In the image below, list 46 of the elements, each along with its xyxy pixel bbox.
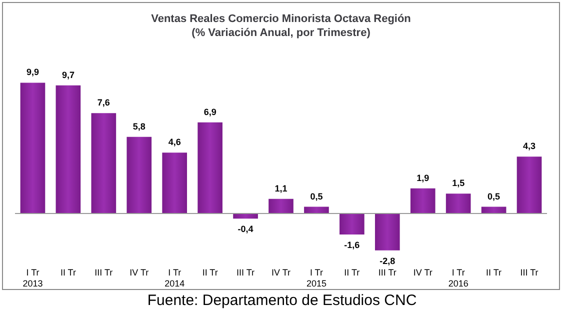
source-note: Fuente: Departamento de Estudios CNC [146, 292, 418, 309]
bar [162, 152, 188, 214]
data-label: 0,5 [488, 191, 500, 202]
x-tick-label: III Tr [94, 268, 113, 278]
x-tick-label: IV Tr [271, 268, 291, 278]
bar [446, 194, 471, 214]
bar [410, 188, 436, 214]
data-label: 9,7 [62, 70, 74, 80]
x-tick-label: II Tr [202, 268, 218, 278]
bar [20, 82, 46, 214]
data-label: 7,6 [97, 98, 110, 108]
data-label: 1,9 [416, 172, 430, 183]
data-label: 5,8 [132, 121, 146, 132]
x-tick-label: IV Tr [413, 268, 432, 278]
data-label: 0,5 [310, 191, 323, 202]
bar [516, 156, 542, 214]
x-tick-label: IV Tr [130, 268, 149, 278]
x-tick-label: I Tr 2014 [164, 268, 185, 288]
data-label: 4,3 [523, 141, 536, 152]
bar [56, 85, 81, 214]
x-tick-label: I Tr 2016 [448, 268, 468, 288]
data-label: 4,6 [168, 137, 181, 148]
data-label: 1,5 [452, 178, 465, 188]
bar [340, 213, 364, 235]
x-tick-label: II Tr [486, 268, 502, 278]
bar [198, 122, 222, 214]
data-label: -1,6 [344, 240, 360, 250]
x-tick-label: I Tr 2015 [306, 268, 326, 288]
bar [374, 213, 400, 250]
data-label: 9,9 [26, 67, 39, 78]
x-tick-label: III Tr [236, 268, 255, 278]
chart-title: Ventas Reales Comercio Minorista Octava Región (% Variación Anual, por Trimestre) [151, 13, 412, 39]
bar [268, 198, 294, 214]
x-tick-label: II Tr [60, 268, 76, 278]
bar [481, 206, 506, 214]
bar [91, 113, 116, 214]
x-tick-label: I Tr 2013 [22, 268, 43, 288]
bar [304, 206, 329, 214]
data-label: 6,9 [204, 106, 216, 117]
data-label: 1,1 [274, 183, 288, 194]
x-tick-label: III Tr [520, 268, 538, 278]
bar [126, 136, 152, 214]
x-tick-label: III Tr [378, 268, 396, 278]
data-label: -2,8 [380, 256, 396, 266]
data-label: -0,4 [238, 224, 254, 234]
x-tick-label: II Tr [344, 268, 360, 278]
